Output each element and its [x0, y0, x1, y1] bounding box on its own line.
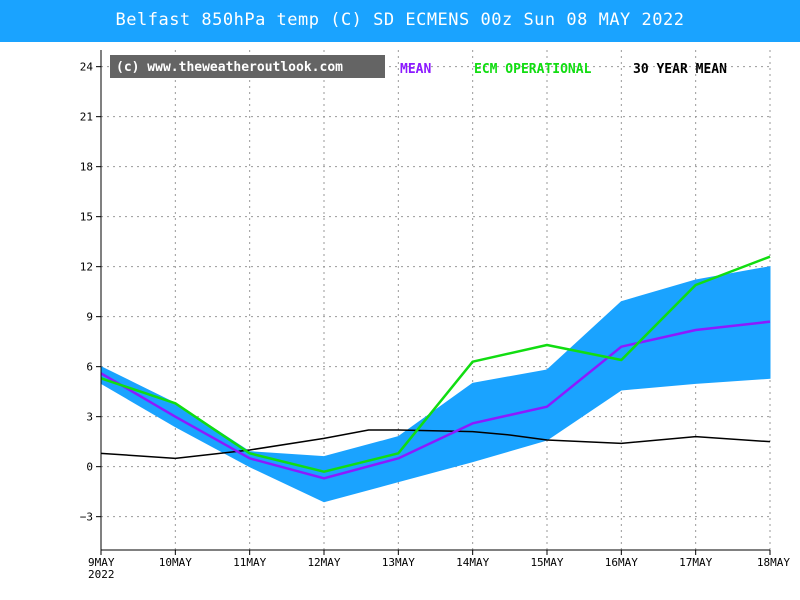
x-tick-label: 16MAY [605, 556, 638, 569]
chart-title: Belfast 850hPa temp (C) SD ECMENS 00z Su… [0, 0, 800, 42]
x-tick-label: 17MAY [679, 556, 712, 569]
y-tick-label: −3 [80, 511, 93, 524]
x-tick-label: 18MAY [757, 556, 790, 569]
x-tick-label: 10MAY [159, 556, 192, 569]
spread-band-layer [100, 266, 771, 503]
copyright-box [110, 55, 385, 78]
y-tick-label: 0 [86, 461, 93, 474]
y-tick-label: 18 [80, 161, 93, 174]
x-tick-label: 15MAY [530, 556, 563, 569]
legend-30-year-mean: 30 YEAR MEAN [633, 62, 727, 77]
series-lines [100, 255, 771, 480]
y-tick-label: 24 [80, 61, 94, 74]
y-tick-label: 9 [86, 311, 93, 324]
x-tick-label: 11MAY [233, 556, 266, 569]
legend-operational: ECM OPERATIONAL [474, 62, 592, 77]
y-tick-label: 21 [80, 111, 93, 124]
x-year-label: 2022 [88, 568, 115, 581]
y-tick-label: 6 [86, 361, 93, 374]
operational-line [100, 255, 771, 473]
y-tick-label: 3 [86, 411, 93, 424]
y-tick-labels: −3 0 3 6 9 12 15 18 21 24 [80, 61, 94, 524]
spread-band [100, 266, 771, 503]
axes [96, 50, 771, 555]
x-tick-labels: 9MAY 10MAY 11MAY 12MAY 13MAY 14MAY 15MAY 16MAY 1… [88, 556, 790, 569]
x-tick-label: 14MAY [456, 556, 489, 569]
y-tick-label: 15 [80, 211, 93, 224]
x-tick-label: 13MAY [382, 556, 415, 569]
y-tick-label: 12 [80, 261, 93, 274]
x-tick-label: 9MAY [88, 556, 115, 569]
mean-line [100, 320, 771, 480]
copyright-text: (c) www.theweatheroutlook.com [116, 60, 343, 75]
x-tick-label: 12MAY [307, 556, 340, 569]
legend-mean: MEAN [400, 62, 431, 77]
